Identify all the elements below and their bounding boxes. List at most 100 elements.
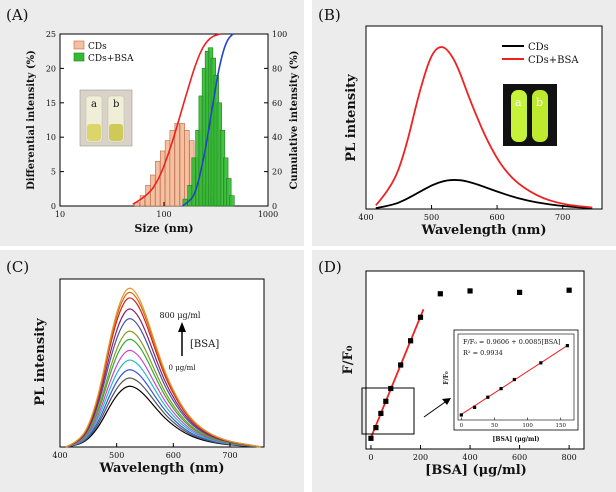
x-tick-label: 1000	[258, 210, 278, 219]
cds-bsa-curve	[375, 46, 593, 209]
vial-b-letter: b	[113, 99, 119, 110]
inset-plot-area	[457, 333, 575, 421]
data-point	[417, 314, 424, 320]
panel-b-fluorescence-photo: a b	[503, 84, 557, 146]
inset-frame	[453, 329, 579, 431]
x-tick-label: 600	[512, 453, 527, 462]
panel-b-ylabel: PL intensity	[344, 74, 359, 162]
y-tick-label: 0	[51, 202, 56, 211]
data-point	[407, 338, 414, 344]
panel-c-label: (C)	[6, 258, 29, 276]
glowing-vial-b	[532, 90, 548, 142]
panel-d-ylabel: F/F₀	[341, 345, 356, 374]
panel-b-chart: 400 500 600 700 CDs CDs+BSA a b Wavelength …	[344, 25, 603, 238]
x-tick-label: 500	[109, 451, 124, 460]
x-tick-label: 400	[52, 451, 67, 460]
panel-a-cumulative-curves	[132, 33, 234, 207]
y2-tick-label: 20	[272, 168, 282, 177]
legend-label-cds: CDs	[528, 42, 549, 53]
y2-tick-label: 0	[272, 202, 277, 211]
pl-curve	[65, 318, 262, 448]
y2-tick-label: 40	[272, 133, 282, 142]
x-tick-label: 500	[424, 213, 439, 222]
panel-a-cds-bsa-bars	[182, 47, 235, 207]
cds-cumulative-line	[132, 33, 221, 205]
panel-d-ticks: 0 200 400 600 800	[368, 445, 577, 462]
panel-d-xlabel: [BSA] (μg/ml)	[425, 463, 527, 478]
data-point	[398, 362, 404, 368]
data-point	[516, 289, 523, 295]
data-point	[368, 435, 374, 441]
y-tick-label: 5	[51, 168, 56, 177]
cds-bsa-bar	[226, 178, 232, 207]
inset-data-point	[472, 405, 477, 409]
panel-a-label: (A)	[6, 6, 29, 24]
y2-tick-label: 100	[272, 30, 287, 39]
legend-label-cds-bsa: CDs+BSA	[528, 55, 579, 66]
panel-a-y2label: Cumulative intensity (%)	[289, 50, 300, 189]
y-tick-label: 10	[46, 133, 56, 142]
data-point	[566, 287, 572, 293]
inset-xlabel: [BSA] (μg/ml)	[493, 436, 540, 443]
glowing-vial-a	[511, 90, 527, 142]
panel-c-annotation-mid: [BSA]	[190, 339, 219, 350]
cds-bar	[179, 123, 185, 207]
x-tick-label: 400	[358, 213, 373, 222]
panel-c-arrow-head	[178, 322, 186, 332]
panel-d-fit-line	[370, 308, 425, 438]
cds-bar	[139, 195, 146, 207]
panel-a-legend: CDs CDs+BSA	[73, 40, 134, 64]
inset-x-tick-label: 0	[460, 423, 464, 429]
panel-c-curves	[65, 287, 262, 448]
pl-curve	[65, 338, 262, 448]
inset-data-point	[486, 395, 490, 399]
panel-b-label: (B)	[318, 6, 341, 24]
panel-a-xlabel: Size (nm)	[134, 222, 193, 235]
panel-d-inset: 0 50 100 150 F/F₀ = 0.9606 + 0.0085[BSA] R²…	[443, 329, 579, 443]
pl-curve	[65, 287, 262, 448]
pl-curve	[65, 359, 262, 448]
glowing-vial-b-letter: b	[536, 96, 543, 109]
inset-data-point	[539, 361, 543, 365]
vial-a-liquid	[87, 124, 101, 141]
cds-bsa-bar	[229, 195, 235, 207]
cds-curve	[375, 179, 593, 209]
x-tick-label: 100	[156, 210, 171, 219]
inset-r2: R² = 0.9934	[463, 349, 503, 357]
cds-bsa-cumulative-line	[181, 33, 234, 207]
x-tick-label: 800	[561, 453, 576, 462]
x-tick-label: 600	[166, 451, 181, 460]
inset-x-tick-label: 150	[555, 423, 566, 429]
panel-b-legend: CDs CDs+BSA	[502, 42, 579, 66]
panel-a-ylabel: Differential intensity (%)	[26, 50, 37, 190]
data-point	[378, 410, 384, 416]
glowing-vial-a-letter: a	[515, 96, 522, 109]
data-point	[437, 291, 443, 297]
legend-swatch-cds	[73, 40, 85, 50]
pl-curve	[65, 330, 262, 448]
pl-curve	[65, 369, 262, 448]
pl-curve	[65, 349, 262, 448]
y-tick-label: 20	[46, 64, 56, 73]
inset-equation: F/F₀ = 0.9606 + 0.0085[BSA]	[463, 338, 560, 346]
fit-line	[370, 308, 425, 438]
panel-d-zoom-arrowhead	[442, 398, 451, 405]
inset-x-tick-label: 50	[491, 423, 498, 429]
legend-label-cds-bsa: CDs+BSA	[88, 54, 134, 64]
panel-b-curves	[375, 46, 593, 209]
x-tick-label: 700	[222, 451, 237, 460]
panel-b-ticks: 400 500 600 700	[358, 205, 570, 222]
panel-c-annotation-top: 800 μg/ml	[160, 311, 201, 320]
legend-swatch-cds-bsa	[73, 52, 85, 62]
legend-label-cds: CDs	[88, 42, 107, 52]
panel-c-annotation-bottom: 0 μg/ml	[169, 364, 197, 372]
panel-a-vial-photo: a b	[79, 89, 133, 147]
inset-content: 0 50 100 150	[460, 344, 569, 429]
inset-data-point	[512, 377, 516, 382]
pl-curve	[65, 377, 262, 448]
x-tick-label: 200	[413, 453, 428, 462]
data-point	[383, 398, 389, 404]
